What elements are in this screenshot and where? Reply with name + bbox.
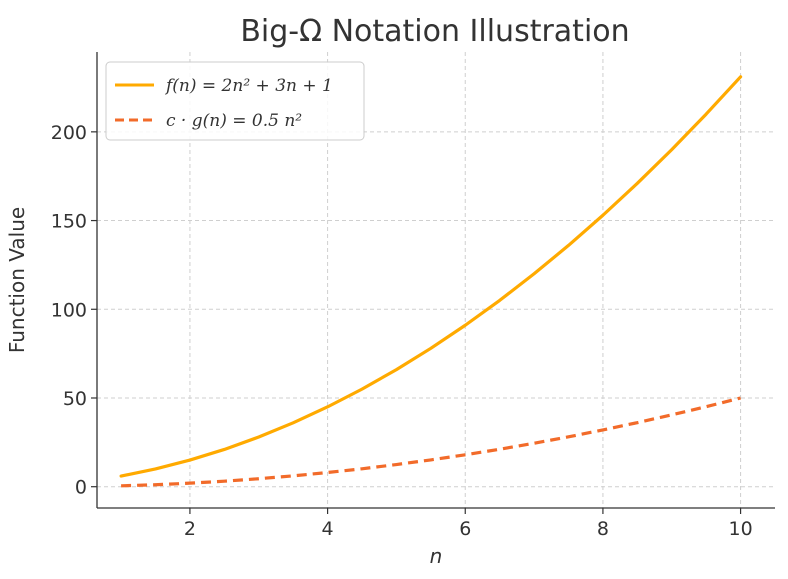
chart-title: Big-Ω Notation Illustration bbox=[240, 14, 629, 49]
y-tick-label: 100 bbox=[51, 299, 87, 321]
x-tick-label: 6 bbox=[459, 518, 471, 540]
x-tick-label: 10 bbox=[728, 518, 752, 540]
y-tick-label: 150 bbox=[51, 211, 87, 233]
series-layer bbox=[119, 75, 743, 488]
y-tick-label: 50 bbox=[63, 388, 87, 410]
legend-label-f: f(n) = 2n² + 3n + 1 bbox=[164, 76, 333, 96]
legend-box bbox=[105, 61, 365, 141]
legend: f(n) = 2n² + 3n + 1 c · g(n) = 0.5 n² bbox=[105, 61, 365, 141]
y-tick-label: 0 bbox=[75, 477, 87, 499]
y-axis-label: Function Value bbox=[5, 207, 29, 353]
x-tick-label: 4 bbox=[322, 518, 334, 540]
x-tick-label: 8 bbox=[597, 518, 609, 540]
series-line-cg bbox=[121, 396, 741, 488]
y-ticks: 0 50 100 150 200 bbox=[51, 122, 97, 499]
x-ticks: 2 4 6 8 10 bbox=[184, 508, 753, 540]
legend-label-cg: c · g(n) = 0.5 n² bbox=[166, 111, 302, 131]
x-tick-label: 2 bbox=[184, 518, 196, 540]
y-tick-label: 200 bbox=[51, 122, 87, 144]
series-line-f bbox=[119, 75, 743, 478]
axes bbox=[96, 52, 775, 509]
x-axis-label: n bbox=[430, 544, 443, 568]
